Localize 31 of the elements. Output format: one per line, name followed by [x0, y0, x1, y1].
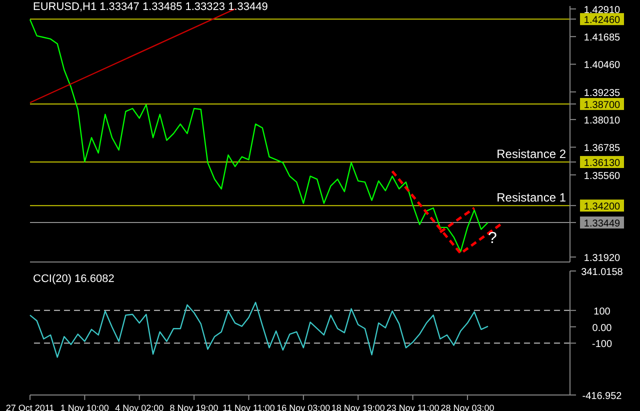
- y-tick-label: -416.952: [582, 391, 622, 402]
- y-tick-label: 1.38700: [584, 100, 621, 111]
- x-tick-label: 1 Nov 10:00: [60, 403, 109, 411]
- y-tick-label: 1.33449: [584, 218, 621, 230]
- annotation: ?: [488, 230, 497, 248]
- chart-title: CCI(20) 16.6082: [33, 273, 114, 285]
- y-tick-label: 1.41685: [584, 32, 621, 44]
- y-tick-label: 0.00: [592, 322, 612, 334]
- y-tick-label: 1.38010: [584, 116, 621, 127]
- x-tick-label: 23 Nov 11:00: [386, 403, 440, 411]
- y-tick-label: 1.34200: [584, 202, 621, 213]
- y-tick-label: 1.35560: [584, 170, 621, 182]
- ref-line-label: Resistance 1: [496, 190, 566, 205]
- y-tick-label: 1.40460: [584, 60, 621, 72]
- y-tick-label: 1.36785: [584, 143, 621, 154]
- chart-title: EURUSD,H1 1.33347 1.33485 1.33323 1.33449: [33, 1, 268, 13]
- x-tick-label: 16 Nov 03:00: [276, 403, 330, 411]
- y-tick-label: 100: [594, 306, 611, 318]
- y-tick-label: 1.39235: [584, 88, 621, 99]
- x-tick-label: 4 Nov 02:00: [115, 403, 164, 411]
- y-tick-label: 341.0158: [581, 267, 624, 278]
- y-tick-label: 1.36130: [584, 158, 621, 169]
- y-tick-label: 1.42460: [584, 15, 621, 26]
- x-tick-label: 27 Oct 2011: [6, 403, 54, 411]
- x-tick-label: 28 Nov 03:00: [440, 403, 494, 411]
- ref-line-label: Resistance 2: [496, 146, 566, 161]
- x-tick-label: 8 Nov 19:00: [170, 403, 218, 411]
- y-tick-label: -100: [592, 339, 612, 350]
- y-tick-label: 1.31920: [584, 253, 621, 264]
- x-tick-label: 18 Nov 19:00: [331, 403, 385, 411]
- x-tick-label: 11 Nov 11:00: [222, 403, 275, 411]
